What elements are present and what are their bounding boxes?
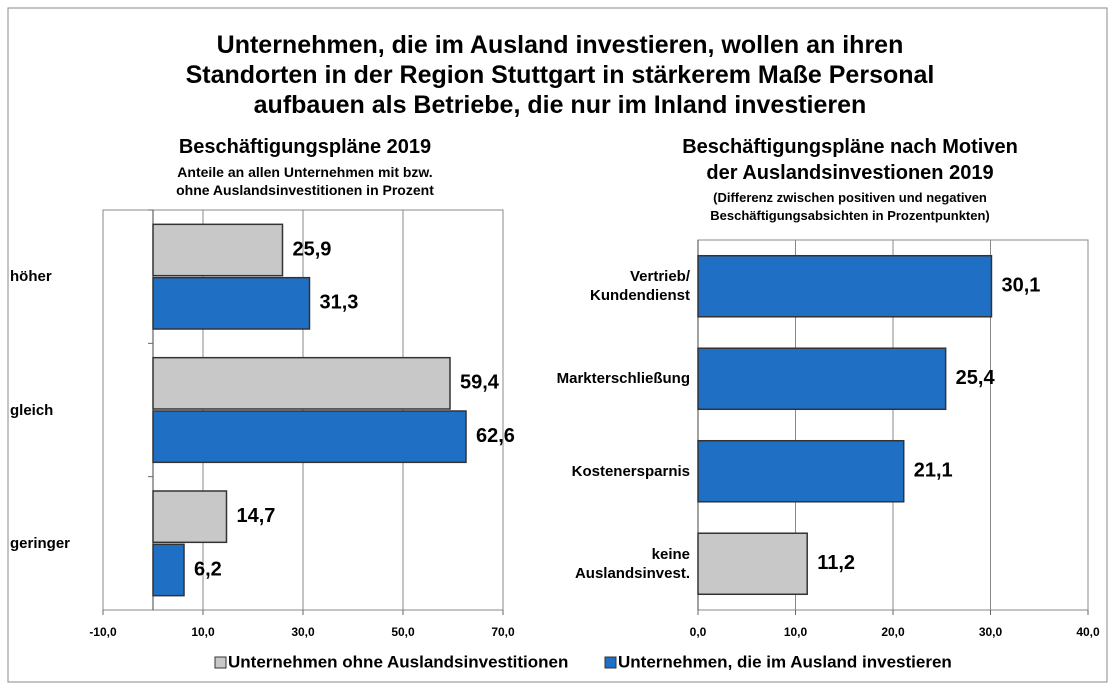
chart-title: Beschäftigungspläne 2019 <box>178 136 432 158</box>
x-tick-label: 0,0 <box>690 625 707 639</box>
category-label: Vertrieb/ Kundendienst <box>590 268 690 305</box>
x-tick-label: 30,0 <box>291 625 315 639</box>
chart-subtitle: (Differenz zwischen positiven und negati… <box>710 190 990 223</box>
bar <box>152 223 284 277</box>
bar <box>697 439 905 503</box>
bar <box>152 410 467 464</box>
bar <box>697 254 993 318</box>
bar <box>697 347 947 411</box>
main-title: Unternehmen, die im Ausland investieren,… <box>185 31 935 119</box>
bar <box>152 276 311 330</box>
value-label: 25,4 <box>956 367 996 389</box>
value-label: 31,3 <box>320 292 359 314</box>
x-tick-label: 50,0 <box>391 625 415 639</box>
x-tick-label: 40,0 <box>1076 625 1100 639</box>
category-label: geringer <box>10 534 71 552</box>
value-label: 21,1 <box>914 460 953 482</box>
legend-swatch <box>604 656 617 669</box>
x-tick-label: 70,0 <box>491 625 515 639</box>
category-label: keine Auslandsinvest. <box>574 545 690 582</box>
bar <box>152 490 228 544</box>
x-tick-label: 30,0 <box>979 625 1003 639</box>
frame <box>7 7 1108 683</box>
bar <box>152 356 451 410</box>
value-label: 14,7 <box>237 505 276 527</box>
value-label: 59,4 <box>460 372 500 394</box>
chart-subtitle: Anteile an allen Unternehmen mit bzw. oh… <box>176 164 434 198</box>
category-label: Markterschließung <box>556 370 690 388</box>
category-label: Kostenersparnis <box>571 462 690 480</box>
value-label: 11,2 <box>817 552 855 574</box>
value-label: 30,1 <box>1001 275 1040 297</box>
bar <box>697 532 808 596</box>
chart-title: Beschäftigungspläne nach Motiven der Aus… <box>682 136 1018 184</box>
x-tick-label: 10,0 <box>784 625 808 639</box>
category-label: gleich <box>10 401 54 419</box>
value-label: 25,9 <box>293 238 332 260</box>
legend-label: Unternehmen, die im Ausland investieren <box>618 652 952 671</box>
category-label: höher <box>10 268 52 286</box>
x-tick-label: -10,0 <box>89 625 117 639</box>
legend-label: Unternehmen ohne Auslandsinvestitionen <box>228 652 568 671</box>
x-tick-label: 20,0 <box>881 625 905 639</box>
x-tick-label: 10,0 <box>191 625 215 639</box>
bar <box>152 543 185 597</box>
value-label: 6,2 <box>194 558 222 580</box>
legend-swatch <box>214 656 227 669</box>
value-label: 62,6 <box>476 425 515 447</box>
